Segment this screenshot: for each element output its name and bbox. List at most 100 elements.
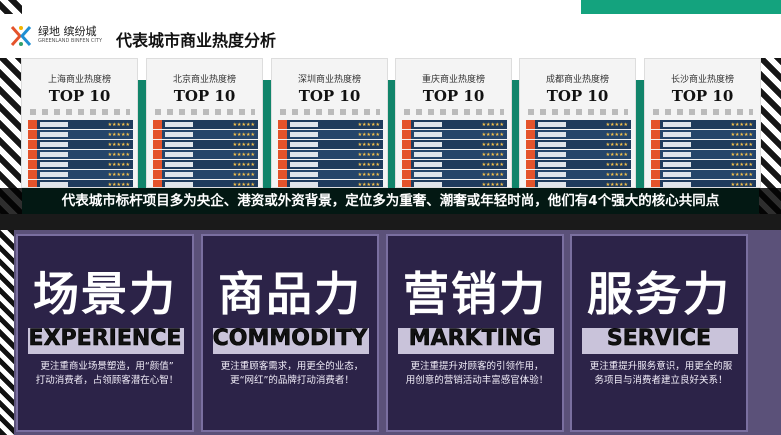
panel-description: 更注重提升对顾客的引领作用， 用创意的营销活动丰富感官体验！ xyxy=(390,360,562,388)
rank-marker xyxy=(651,180,660,187)
panel-subtitle: MARKTING xyxy=(408,326,542,352)
star-icon: ★★★★★ xyxy=(107,161,130,168)
desc-line: 更注重提升服务意识，用更全的服 xyxy=(589,361,733,372)
panel-service: 服务力 SERVICE 更注重提升服务意识，用更全的服 务项目与消费者建立良好关… xyxy=(570,234,748,432)
panel-marketing: 营销力 MARKTING 更注重提升对顾客的引领作用， 用创意的营销活动丰富感官… xyxy=(386,234,564,432)
ranking-row: ★★★★★ xyxy=(28,150,133,159)
star-icon: ★★★★★ xyxy=(232,141,255,148)
name-bar xyxy=(538,172,566,177)
star-icon: ★★★★★ xyxy=(730,161,753,168)
rank-marker xyxy=(278,130,287,139)
logo-subtext: GREENLAND BINFEN CITY xyxy=(38,38,102,44)
rank-marker xyxy=(651,120,660,129)
star-icon: ★★★★★ xyxy=(605,121,628,128)
name-bar xyxy=(290,142,318,147)
ranking-row: ★★★★★ xyxy=(651,130,756,139)
panel-subtitle: EXPERIENCE xyxy=(28,326,182,352)
ranking-rows: ★★★★★★★★★★★★★★★★★★★★★★★★★★★★★★★★★★★★★★★★… xyxy=(153,120,258,188)
name-bar xyxy=(290,132,318,137)
card-city: 北京商业热度榜 xyxy=(172,75,236,85)
name-bar xyxy=(663,182,691,187)
rank-marker xyxy=(651,130,660,139)
rank-marker xyxy=(153,150,162,159)
ranking-row: ★★★★★ xyxy=(28,170,133,179)
desc-line: 更注重提升对顾客的引领作用， xyxy=(410,361,544,372)
panel-en-bg xyxy=(28,328,184,354)
ranking-row: ★★★★★ xyxy=(153,120,258,129)
name-bar xyxy=(165,182,193,187)
name-bar xyxy=(290,172,318,177)
ranking-rows: ★★★★★★★★★★★★★★★★★★★★★★★★★★★★★★★★★★★★★★★★… xyxy=(278,120,383,187)
ranking-row: ★★★★★ xyxy=(526,160,631,169)
rank-marker xyxy=(28,120,37,129)
rank-marker xyxy=(526,180,535,187)
ranking-row: ★★★★★ xyxy=(651,160,756,169)
name-bar xyxy=(165,152,193,157)
rank-marker xyxy=(402,180,411,187)
card-city: 重庆商业热度榜 xyxy=(421,75,485,85)
card-headers xyxy=(404,109,504,115)
ranking-row: ★★★★★ xyxy=(153,160,258,169)
name-bar xyxy=(538,132,566,137)
star-icon: ★★★★★ xyxy=(481,151,504,158)
star-icon: ★★★★★ xyxy=(357,161,380,168)
bottom-left-stripe xyxy=(0,230,14,435)
star-icon: ★★★★★ xyxy=(730,141,753,148)
ranking-row: ★★★★★ xyxy=(278,160,383,169)
top-right-bar xyxy=(581,0,781,14)
rank-marker xyxy=(651,150,660,159)
star-icon: ★★★★★ xyxy=(605,161,628,168)
name-bar xyxy=(290,182,318,187)
name-bar xyxy=(663,172,691,177)
rank-marker xyxy=(28,160,37,169)
desc-line: 打动消费者，占领顾客潜在心智！ xyxy=(35,375,179,386)
ranking-row: ★★★★★ xyxy=(28,130,133,139)
star-icon: ★★★★★ xyxy=(357,121,380,128)
star-icon: ★★★★★ xyxy=(605,131,628,138)
star-icon: ★★★★★ xyxy=(730,151,753,158)
star-icon: ★★★★★ xyxy=(730,181,753,188)
ranking-row: ★★★★★ xyxy=(153,180,258,188)
card-city: 成都商业热度榜 xyxy=(545,75,609,85)
name-bar xyxy=(538,152,566,157)
star-icon: ★★★★★ xyxy=(605,151,628,158)
colorful-x-logo-icon xyxy=(10,26,32,46)
ranking-rows: ★★★★★★★★★★★★★★★★★★★★★★★★★★★★★★★★★★★★★★★★… xyxy=(28,120,133,187)
card-top10: TOP 10 xyxy=(298,87,361,105)
name-bar xyxy=(414,152,442,157)
card-headers xyxy=(528,109,628,115)
star-icon: ★★★★★ xyxy=(357,131,380,138)
rank-marker xyxy=(402,120,411,129)
ranking-rows: ★★★★★★★★★★★★★★★★★★★★★★★★★★★★★★★★★★★★★★★★… xyxy=(402,120,507,187)
ranking-row: ★★★★★ xyxy=(153,130,258,139)
name-bar xyxy=(414,172,442,177)
ranking-row: ★★★★★ xyxy=(278,180,383,187)
star-icon: ★★★★★ xyxy=(107,131,130,138)
caption-banner: 代表城市标杆项目多为央企、港资或外资背景，定位多为重奢、潮奢或年轻时尚，他们有4… xyxy=(0,188,781,214)
name-bar xyxy=(290,152,318,157)
header-bar xyxy=(0,14,781,58)
star-icon: ★★★★★ xyxy=(107,141,130,148)
star-icon: ★★★★★ xyxy=(481,121,504,128)
ranking-row: ★★★★★ xyxy=(402,160,507,169)
star-icon: ★★★★★ xyxy=(481,161,504,168)
panel-title: 场景力 xyxy=(33,267,177,321)
name-bar xyxy=(165,162,193,167)
rank-marker xyxy=(278,150,287,159)
rank-marker xyxy=(526,170,535,179)
star-icon: ★★★★★ xyxy=(232,121,255,128)
ranking-card-changsha: 长沙商业热度榜 TOP 10 ★★★★★ ★★★★★ ★★★★★ ★★★★★ ★★★★★… xyxy=(644,58,761,188)
card-top10: TOP 10 xyxy=(173,87,236,105)
ranking-row: ★★★★★ xyxy=(526,130,631,139)
name-bar xyxy=(165,132,193,137)
rank-marker xyxy=(651,160,660,169)
ranking-row: ★★★★★ xyxy=(28,120,133,129)
star-icon: ★★★★★ xyxy=(481,131,504,138)
ranking-row: ★★★★★ xyxy=(526,180,631,187)
ranking-card-shenzhen: 深圳商业热度榜 TOP 10 ★★★★★ ★★★★★ ★★★★★ ★★★★★ ★★★★★… xyxy=(271,58,388,188)
star-icon: ★★★★★ xyxy=(232,131,255,138)
ranking-row: ★★★★★ xyxy=(278,170,383,179)
star-icon: ★★★★★ xyxy=(232,181,255,188)
name-bar xyxy=(414,142,442,147)
panel-commodity: 商品力 COMMODITY 更注重顾客需求，用更全的业态， 更“网红”的品牌打动… xyxy=(201,234,379,432)
